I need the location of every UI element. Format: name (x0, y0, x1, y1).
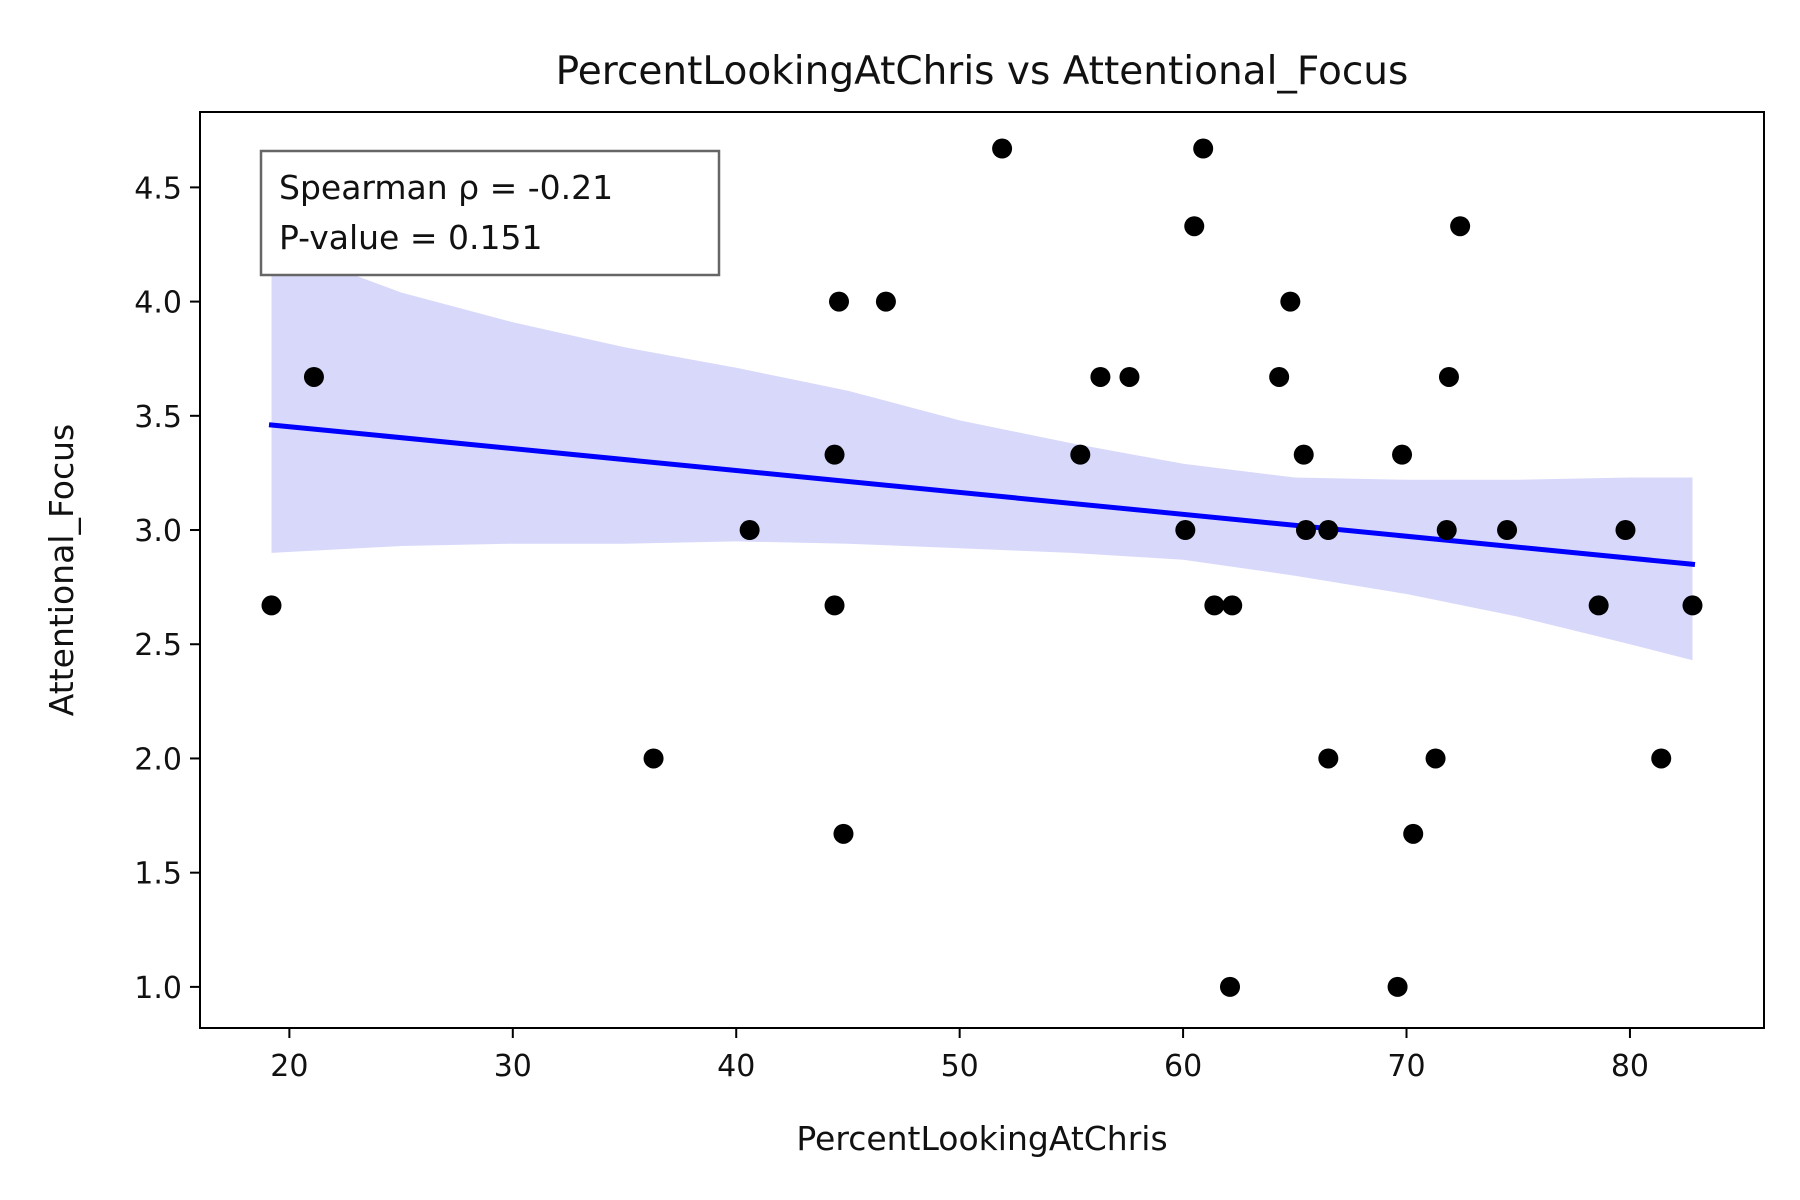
data-point (1588, 595, 1609, 616)
data-point (1387, 976, 1408, 997)
spearman-rho-text: Spearman ρ = -0.21 (279, 168, 613, 207)
data-point (1175, 520, 1196, 541)
data-point (1425, 748, 1446, 769)
data-point (1090, 366, 1111, 387)
confidence-band-layer (271, 244, 1693, 661)
y-tick-label: 2.5 (134, 628, 182, 663)
data-point (875, 291, 896, 312)
data-point (1119, 366, 1140, 387)
data-point (1318, 520, 1339, 541)
data-point (1222, 595, 1243, 616)
x-tick-label: 80 (1611, 1049, 1649, 1084)
x-axis-label: PercentLookingAtChris (796, 1119, 1167, 1158)
chart-title: PercentLookingAtChris vs Attentional_Foc… (556, 49, 1409, 94)
data-point (1392, 444, 1413, 465)
data-point (643, 748, 664, 769)
y-tick-label: 4.5 (134, 171, 182, 206)
x-tick-label: 60 (1164, 1049, 1202, 1084)
x-tick-label: 50 (941, 1049, 979, 1084)
regression-line (268, 422, 1696, 568)
x-tick-label: 20 (270, 1049, 308, 1084)
data-point (1651, 748, 1672, 769)
data-point (1615, 520, 1636, 541)
data-point (1436, 520, 1457, 541)
plot-frame (199, 111, 1765, 1029)
data-point (1403, 823, 1424, 844)
data-point (992, 138, 1013, 159)
data-point (1280, 291, 1301, 312)
x-tick-label: 40 (717, 1049, 755, 1084)
x-axis-ticks: 20 30 40 50 60 70 80 (270, 1028, 1649, 1084)
x-tick-label: 30 (494, 1049, 532, 1084)
data-point (824, 444, 845, 465)
data-point (1070, 444, 1091, 465)
confidence-band (271, 244, 1693, 661)
y-tick-label: 3.0 (134, 514, 182, 549)
data-point (1318, 748, 1339, 769)
p-value-text: P-value = 0.151 (279, 218, 542, 257)
data-point (739, 520, 760, 541)
data-point (1438, 366, 1459, 387)
y-axis-ticks: 1.0 1.5 2.0 2.5 3.0 3.5 4.0 4.5 (134, 171, 200, 1006)
data-point (1293, 444, 1314, 465)
data-point (833, 823, 854, 844)
data-point (1204, 595, 1225, 616)
data-point (824, 595, 845, 616)
y-axis-label: Attentional_Focus (42, 424, 81, 716)
y-tick-label: 2.0 (134, 742, 182, 777)
y-tick-label: 1.5 (134, 857, 182, 892)
data-point (1193, 138, 1214, 159)
stats-box-frame (259, 149, 721, 277)
data-point (1682, 595, 1703, 616)
regression-line-layer (268, 422, 1696, 568)
data-point (1184, 216, 1205, 237)
data-point (1295, 520, 1316, 541)
data-point (1450, 216, 1471, 237)
data-point (261, 595, 282, 616)
stats-annotation-box: Spearman ρ = -0.21 P-value = 0.151 (259, 149, 721, 277)
data-point (829, 291, 850, 312)
y-tick-label: 3.5 (134, 400, 182, 435)
data-point (1269, 366, 1290, 387)
x-tick-label: 70 (1387, 1049, 1425, 1084)
y-tick-label: 4.0 (134, 286, 182, 321)
data-points-layer (261, 138, 1703, 997)
data-point (1220, 976, 1241, 997)
y-tick-label: 1.0 (134, 971, 182, 1006)
data-point (303, 366, 324, 387)
data-point (1497, 520, 1518, 541)
